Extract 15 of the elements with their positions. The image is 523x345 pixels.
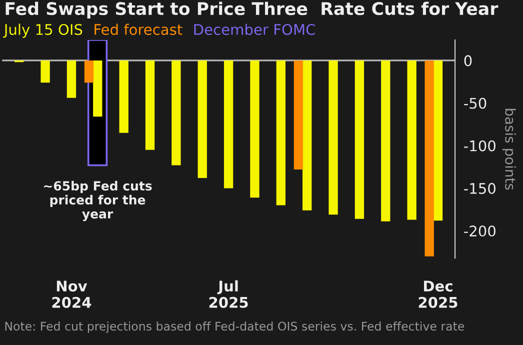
y-tick-label: 0 [464, 55, 472, 66]
x-tick-label: Jul 2025 [209, 280, 248, 308]
y-tick-label: -50 [464, 98, 486, 109]
series-label: July 15 OIS [3, 24, 82, 38]
series-label: Fed forecast [94, 24, 182, 36]
y-tick-label: -100 [464, 140, 496, 152]
y-tick-label: -200 [464, 226, 496, 237]
annotation: ~65bp Fed cuts priced for the year [44, 180, 152, 222]
chart-title: Fed Swaps Start to Price Three Rate Cuts for Year [6, 2, 498, 19]
x-tick-label: Dec 2025 [418, 280, 458, 308]
y-axis-title: basis points [502, 108, 516, 190]
y-tick-label: -150 [464, 182, 496, 194]
x-tick-label: Nov 2024 [52, 280, 92, 308]
text: December FOMC [194, 24, 315, 36]
text: Note: Fed cut prejections based off Fed-dated OIS series vs. Fed effective rate [5, 322, 464, 333]
